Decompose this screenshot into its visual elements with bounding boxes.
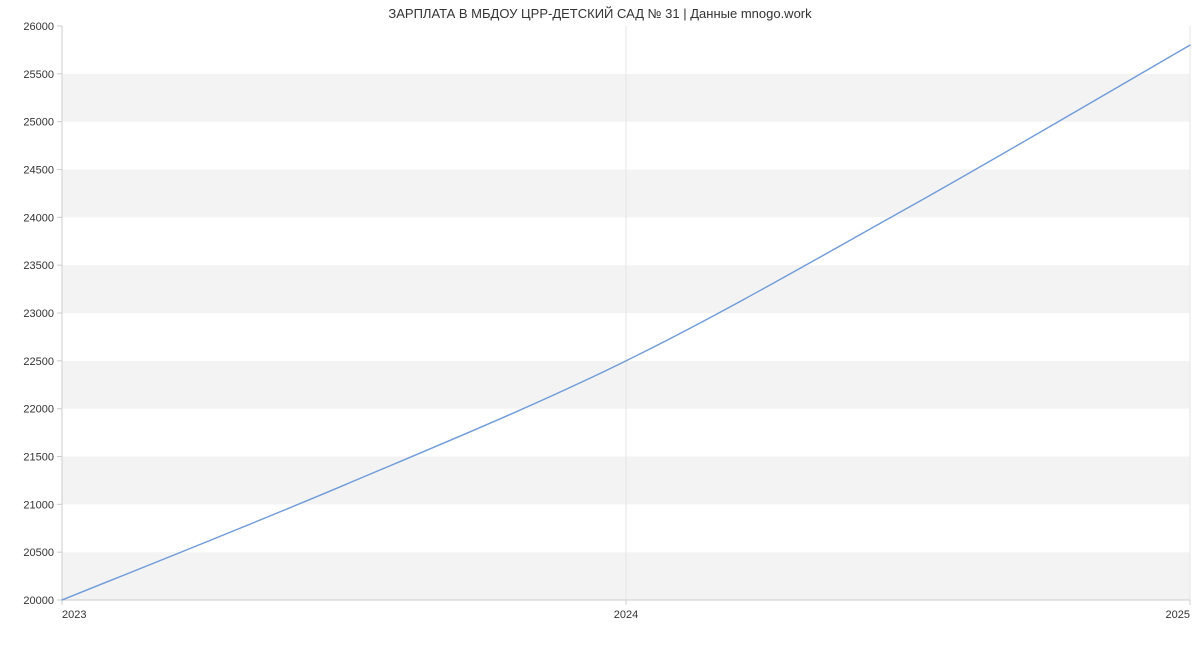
svg-text:2024: 2024 <box>614 609 638 621</box>
svg-text:26000: 26000 <box>23 21 54 33</box>
svg-text:25500: 25500 <box>23 69 54 81</box>
svg-text:20000: 20000 <box>23 595 54 607</box>
svg-text:2025: 2025 <box>1166 609 1190 621</box>
svg-text:23500: 23500 <box>23 260 54 272</box>
svg-text:21000: 21000 <box>23 499 54 511</box>
svg-text:20500: 20500 <box>23 547 54 559</box>
svg-text:22000: 22000 <box>23 404 54 416</box>
svg-text:2023: 2023 <box>62 609 86 621</box>
chart-svg: 20000 20500 21000 21500 22000 22500 23000 23500… <box>0 0 1200 650</box>
svg-text:21500: 21500 <box>23 452 54 464</box>
svg-text:25000: 25000 <box>23 117 54 129</box>
svg-text:22500: 22500 <box>23 356 54 368</box>
svg-text:23000: 23000 <box>23 308 54 320</box>
svg-text:24000: 24000 <box>23 212 54 224</box>
chart-title: ЗАРПЛАТА В МБДОУ ЦРР-ДЕТСКИЙ САД № 31 | … <box>0 6 1200 21</box>
svg-text:24500: 24500 <box>23 165 54 177</box>
salary-line-chart: ЗАРПЛАТА В МБДОУ ЦРР-ДЕТСКИЙ САД № 31 | … <box>0 0 1200 650</box>
